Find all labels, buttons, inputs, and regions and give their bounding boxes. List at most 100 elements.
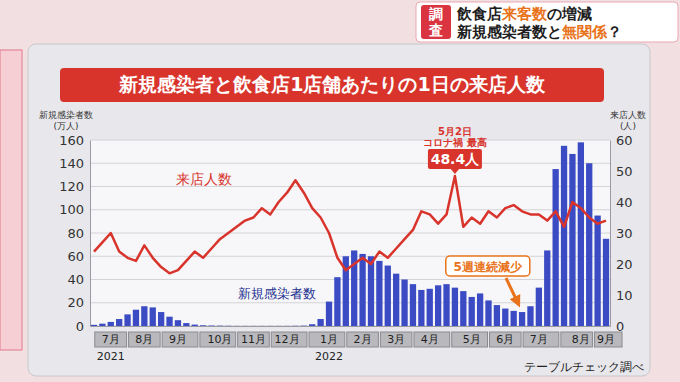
month-box	[380, 332, 412, 347]
tick-label: 140	[59, 156, 84, 171]
header-segment: ？	[607, 23, 622, 41]
bar	[150, 307, 156, 326]
tick-label: 11月	[241, 333, 266, 346]
peak-annotation: 48.4人5月2日コロナ禍 最高	[423, 126, 486, 174]
callout-arrow	[506, 278, 517, 302]
series-label: 新規感染者数	[238, 286, 316, 301]
axis-line	[91, 326, 611, 327]
bar	[116, 319, 122, 326]
tick: 40	[610, 195, 633, 210]
bar	[427, 289, 433, 326]
bar	[234, 325, 240, 326]
tick: 3月	[380, 326, 412, 347]
bar	[410, 284, 416, 326]
axis-title-line: (万人)	[53, 121, 78, 131]
annotation-box	[428, 149, 482, 169]
month-box	[129, 332, 161, 347]
tick: 0	[76, 319, 90, 334]
bar	[569, 154, 575, 326]
bar	[376, 261, 382, 326]
tick-label: 8月	[135, 333, 153, 346]
tick-label: 9月	[597, 333, 615, 346]
bar	[443, 284, 449, 326]
header-segment: 新規感染者数と	[456, 23, 562, 41]
tick: 10月	[200, 326, 236, 347]
tick: 80	[67, 226, 90, 241]
tick: 120	[59, 179, 90, 194]
header-segment: 飲食店	[456, 5, 502, 23]
annotation-value: 48.4人	[431, 151, 481, 167]
axis-title: 来店人数(人)	[610, 110, 646, 131]
tick-label: 30	[616, 226, 633, 241]
background	[0, 0, 680, 382]
axis-title-line: 新規感染者数	[39, 110, 93, 120]
callout-text: 5週連続減少	[454, 260, 523, 274]
tick-label: 50	[616, 164, 633, 179]
tick-label: 20	[67, 295, 84, 310]
tick: 30	[610, 226, 633, 241]
month-box	[238, 332, 270, 347]
tick-label: 60	[616, 133, 633, 148]
bar	[309, 324, 315, 326]
bar	[192, 325, 198, 326]
plot-area	[90, 140, 610, 326]
month-box	[200, 332, 236, 347]
bar	[460, 291, 466, 326]
tick: 8月	[129, 326, 161, 347]
annotation-text: 5月2日	[438, 126, 472, 137]
month-box	[309, 332, 345, 347]
tick: 2月	[347, 326, 379, 347]
bar	[175, 320, 181, 326]
bar	[561, 146, 567, 326]
tick-label: 80	[67, 226, 84, 241]
tick: 9月	[594, 326, 622, 347]
bar	[511, 311, 517, 326]
tick-label: 8月	[572, 333, 590, 346]
bar	[133, 310, 139, 326]
series-label: 来店人数	[176, 171, 232, 187]
tick: 12月	[271, 326, 307, 347]
bar	[435, 285, 441, 326]
chart-panel	[28, 44, 650, 376]
axis-title-line: (人)	[620, 121, 636, 131]
tick: 7月	[95, 326, 127, 347]
tick-label: 6月	[496, 333, 514, 346]
chart-root: 調査飲食店来客数の増減新規感染者数と無関係？新規感染者と飲食店1店舗あたりの1日…	[0, 0, 680, 382]
bar	[200, 325, 206, 326]
tick-label: 12月	[275, 333, 300, 346]
bar	[401, 280, 407, 327]
bar	[485, 300, 491, 326]
grid-line	[90, 186, 610, 187]
month-box	[95, 332, 127, 347]
bar	[217, 325, 223, 326]
bar	[208, 325, 214, 326]
bar	[603, 239, 609, 326]
tick-label: 9月	[169, 333, 187, 346]
month-box	[523, 332, 559, 347]
header-badge-char: 査	[428, 22, 443, 38]
bar	[494, 305, 500, 326]
tick: 20	[610, 257, 633, 272]
tick: 11月	[238, 326, 270, 347]
bar	[368, 256, 374, 326]
tick: 1月	[309, 326, 345, 347]
bar	[418, 290, 424, 326]
bar-series	[91, 142, 609, 326]
y-axis: 020406080100120140160	[59, 133, 90, 334]
bar	[334, 277, 340, 326]
tick-label: 1月	[320, 333, 338, 346]
tick-label: 40	[67, 272, 84, 287]
tick: 140	[59, 156, 90, 171]
bar	[393, 274, 399, 326]
header-segment: 来客数	[501, 5, 548, 23]
year-label: 2021	[97, 350, 125, 363]
bar	[536, 288, 542, 326]
bar	[553, 169, 559, 326]
tick: 40	[67, 272, 90, 287]
tick: 160	[59, 133, 90, 148]
tick-label: 7月	[530, 333, 548, 346]
tick-label: 5月	[463, 333, 481, 346]
month-box	[271, 332, 307, 347]
tick: 7月	[523, 326, 559, 347]
axis-title-line: 来店人数	[610, 110, 646, 120]
